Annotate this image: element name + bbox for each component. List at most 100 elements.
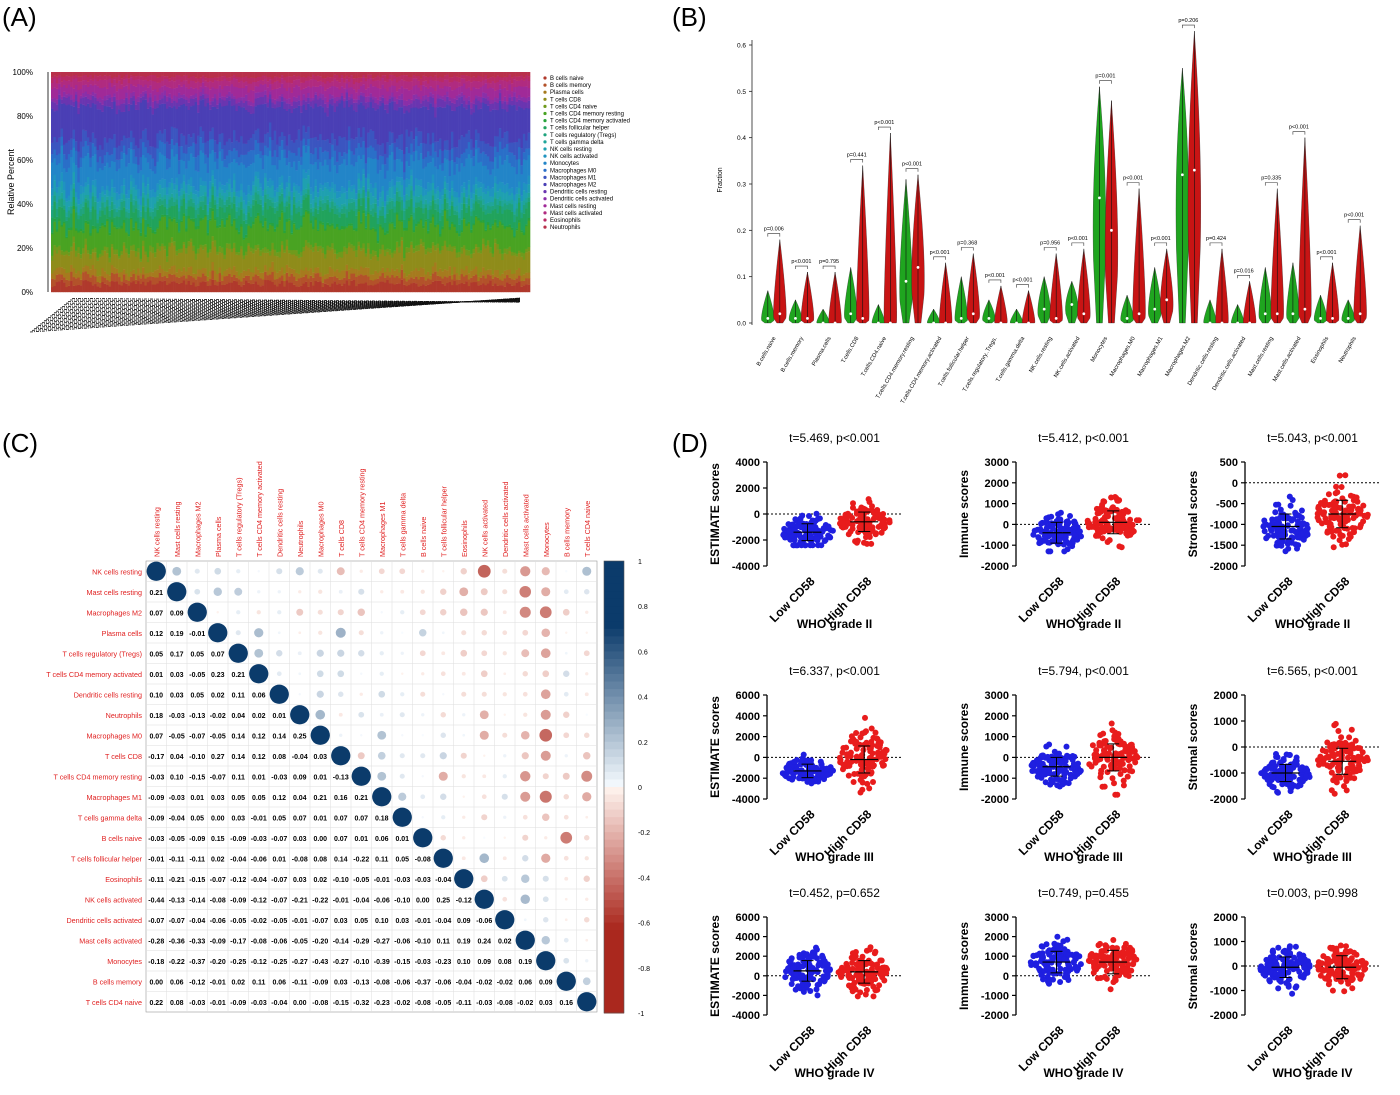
- stack-segment: [194, 217, 198, 227]
- stack-segment: [175, 109, 179, 129]
- stack-segment: [209, 139, 212, 154]
- stack-segment: [125, 194, 128, 199]
- p-bracket: [822, 265, 836, 270]
- stack-segment: [110, 196, 114, 202]
- stack-segment: [197, 285, 200, 293]
- stack-segment: [84, 155, 88, 183]
- stack-segment: [467, 198, 471, 206]
- stack-segment: [228, 100, 231, 139]
- stack-segment: [357, 172, 361, 179]
- p-bracket: [905, 168, 919, 172]
- stack-segment: [300, 207, 303, 216]
- stack-segment: [412, 100, 416, 108]
- stack-segment: [206, 72, 210, 79]
- stack-segment: [82, 247, 85, 254]
- stack-segment: [189, 266, 193, 277]
- stack-segment: [501, 148, 504, 165]
- stack-segment: [122, 274, 126, 283]
- stack-segment: [292, 96, 296, 102]
- stack-segment: [252, 77, 255, 83]
- stack-segment: [359, 72, 363, 78]
- y-tick-label: 40%: [17, 200, 33, 209]
- stack-segment: [491, 223, 495, 226]
- stack-segment: [67, 230, 71, 253]
- stack-segment: [314, 179, 318, 187]
- stack-segment: [168, 81, 172, 88]
- legend-label: B cells naive: [550, 76, 584, 82]
- corr-circle: [295, 567, 304, 576]
- stack-segment: [237, 102, 241, 107]
- stack-segment: [86, 81, 90, 88]
- stack-segment: [484, 103, 488, 144]
- stack-segment: [477, 285, 480, 293]
- stack-segment: [259, 79, 263, 85]
- stack-segment: [58, 74, 61, 79]
- stack-segment: [213, 140, 217, 153]
- stack-segment: [424, 156, 428, 167]
- stack-segment: [364, 267, 368, 276]
- stack-segment: [235, 76, 239, 80]
- stack-segment: [280, 182, 284, 189]
- stack-segment: [386, 251, 389, 269]
- violin-median: [1319, 316, 1322, 320]
- stack-segment: [187, 246, 191, 268]
- stack-segment: [256, 142, 260, 155]
- stack-segment: [479, 86, 483, 97]
- stack-segment: [70, 271, 73, 282]
- stack-segment: [98, 102, 102, 110]
- stack-segment: [86, 221, 90, 225]
- stack-segment: [142, 86, 145, 92]
- stack-segment: [486, 245, 490, 270]
- stack-segment: [371, 99, 375, 108]
- stack-segment: [292, 101, 296, 109]
- stack-segment: [359, 147, 363, 160]
- stack-segment: [460, 103, 464, 136]
- stack-segment: [307, 189, 310, 196]
- stack-segment: [292, 249, 296, 255]
- stack-segment: [324, 182, 327, 188]
- stack-segment: [177, 174, 181, 192]
- stack-segment: [415, 84, 418, 95]
- stack-segment: [304, 132, 308, 146]
- stack-segment: [161, 216, 164, 244]
- stack-segment: [438, 250, 442, 254]
- stack-segment: [62, 84, 66, 92]
- stack-segment: [201, 75, 205, 79]
- corr-value: 0.05: [252, 795, 266, 802]
- corr-circle: [167, 582, 187, 602]
- stack-segment: [292, 192, 296, 197]
- stack-segment: [58, 274, 61, 282]
- stack-segment: [173, 72, 176, 78]
- stack-segment: [168, 218, 172, 243]
- stack-segment: [163, 72, 167, 77]
- stack-segment: [486, 105, 490, 144]
- corr-circle: [277, 631, 281, 635]
- stack-segment: [450, 251, 454, 275]
- stack-segment: [374, 158, 378, 183]
- stack-segment: [70, 94, 73, 101]
- stack-segment: [79, 258, 83, 275]
- stack-segment: [314, 245, 318, 268]
- stack-segment: [197, 225, 200, 229]
- stack-segment: [455, 81, 459, 89]
- stack-segment: [369, 204, 373, 211]
- stack-segment: [489, 174, 492, 189]
- stack-segment: [130, 75, 133, 78]
- stack-segment: [386, 267, 389, 276]
- stack-segment: [386, 233, 389, 249]
- x-tick-label: Mast.cells.resting: [1247, 336, 1275, 378]
- stack-segment: [515, 228, 519, 231]
- stack-segment: [142, 218, 145, 241]
- stack-segment: [355, 92, 358, 100]
- stack-segment: [130, 181, 133, 190]
- corr-value: 0.03: [211, 795, 225, 802]
- stack-segment: [518, 99, 521, 107]
- stack-segment: [367, 285, 370, 293]
- stack-segment: [259, 250, 263, 256]
- stack-segment: [355, 193, 358, 200]
- stack-segment: [118, 255, 121, 259]
- stack-segment: [415, 177, 418, 186]
- stack-segment: [455, 197, 459, 206]
- violin-median: [916, 266, 920, 269]
- stack-segment: [249, 77, 253, 84]
